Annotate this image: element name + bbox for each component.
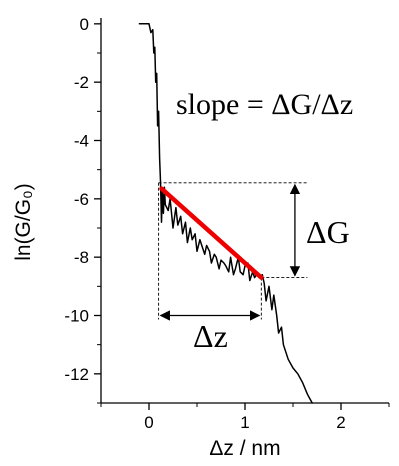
y-tick-label: -2 [74,73,89,92]
y-tick-label: 0 [80,15,89,34]
y-axis-label: ln(G/G₀) [12,183,35,261]
delta-g-label: ΔG [306,214,350,250]
x-axis-label: Δz / nm [209,437,280,460]
x-tick-label: 2 [336,413,345,432]
delta-z-label: Δz [193,318,228,354]
x-tick-label: 0 [144,413,153,432]
y-tick-label: -8 [74,248,89,267]
y-tick-label: -10 [64,307,89,326]
axes: 0 -2 -4 -6 -8 -10 -12 0 1 2 [64,15,390,432]
y-tick-label: -12 [64,365,89,384]
annotations: slope = ΔG/Δz ΔG Δz [176,88,353,354]
slope-fit-line [159,186,264,280]
y-tick-label: -4 [74,132,89,151]
guide-lines [158,182,308,321]
slope-annotation: slope = ΔG/Δz [176,88,353,121]
series-layer [138,23,313,404]
y-tick-label: -6 [74,190,89,209]
conductance-trace [138,23,313,404]
x-tick-label: 1 [240,413,249,432]
